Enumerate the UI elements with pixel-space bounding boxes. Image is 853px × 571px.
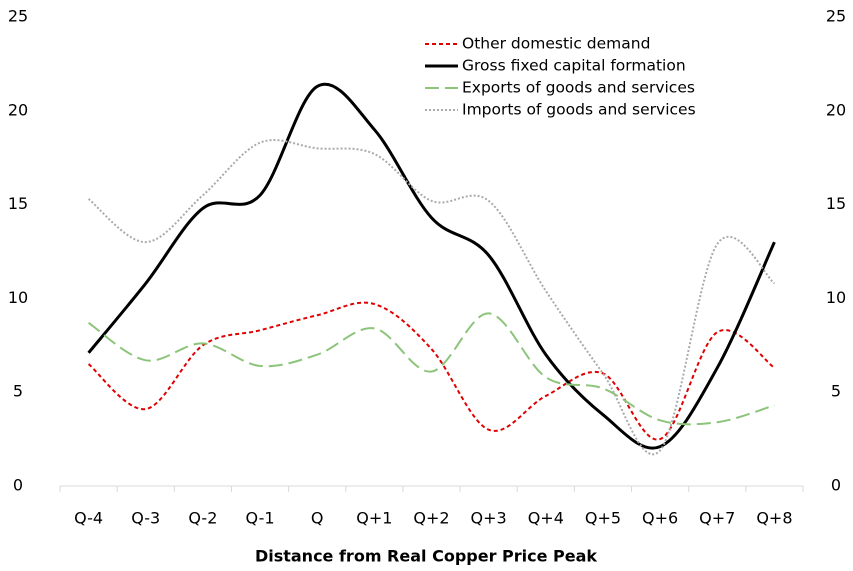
x-axis-label: Distance from Real Copper Price Peak <box>255 547 597 566</box>
y-tick-label: 5 <box>13 382 23 401</box>
x-tick-label: Q+7 <box>699 509 735 528</box>
y2-tick-label: 10 <box>826 288 846 307</box>
y2-tick-label: 0 <box>831 476 841 495</box>
x-tick-label: Q-4 <box>74 509 103 528</box>
y2-tick-label: 25 <box>826 7 846 26</box>
x-tick-label: Q+1 <box>356 509 392 528</box>
series-line <box>87 82 776 450</box>
y-tick-label: 10 <box>8 288 28 307</box>
series-line <box>87 139 776 455</box>
y-tick-label: 15 <box>8 194 28 213</box>
x-tick-label: Q+2 <box>413 509 449 528</box>
x-tick-label: Q-1 <box>246 509 275 528</box>
y-tick-label: 0 <box>13 476 23 495</box>
series-line <box>87 301 776 441</box>
x-tick-label: Q+5 <box>585 509 621 528</box>
x-tick-label: Q+6 <box>642 509 678 528</box>
y-tick-label: 20 <box>8 100 28 119</box>
y2-tick-label: 15 <box>826 194 846 213</box>
y2-tick-label: 20 <box>826 100 846 119</box>
x-tick-label: Q-3 <box>131 509 160 528</box>
x-tick-label: Q+8 <box>756 509 792 528</box>
y2-tick-label: 5 <box>831 382 841 401</box>
legend-label: Imports of goods and services <box>462 101 696 119</box>
x-tick-label: Q+3 <box>471 509 507 528</box>
series-line <box>88 312 775 426</box>
legend-label: Gross fixed capital formation <box>462 57 686 75</box>
legend-label: Other domestic demand <box>462 35 650 53</box>
x-tick-label: Q+4 <box>528 509 564 528</box>
legend-label: Exports of goods and services <box>462 79 695 97</box>
x-tick-label: Q-2 <box>188 509 217 528</box>
y-tick-label: 25 <box>8 7 28 26</box>
x-tick-label: Q <box>311 509 324 528</box>
